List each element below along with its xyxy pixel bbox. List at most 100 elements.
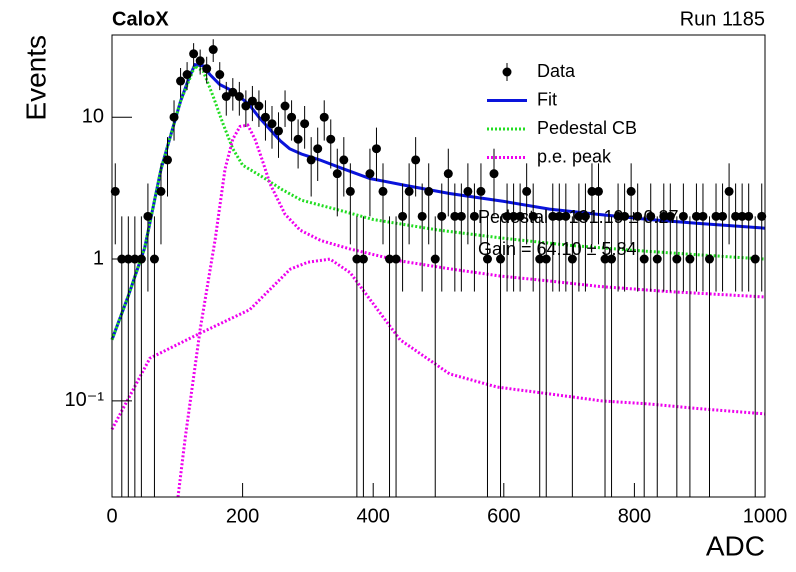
x-tick-label: 0 xyxy=(106,505,117,527)
data-point xyxy=(496,254,506,264)
x-tick-label: 1000 xyxy=(743,505,788,527)
data-point xyxy=(718,211,728,221)
data-point xyxy=(528,211,538,221)
x-tick-label: 400 xyxy=(357,505,390,527)
data-point xyxy=(260,112,270,122)
data-point xyxy=(548,211,558,221)
experiment-label: CaloX xyxy=(112,8,169,30)
data-point xyxy=(280,101,290,111)
data-point xyxy=(685,254,695,264)
curve xyxy=(110,123,766,498)
data-point xyxy=(672,254,682,264)
data-point xyxy=(404,186,414,196)
data-point xyxy=(293,134,303,144)
data-point xyxy=(391,254,401,264)
data-point xyxy=(371,144,381,154)
data-point xyxy=(554,211,564,221)
y-tick-label: 1 xyxy=(93,247,104,269)
x-tick-label: 600 xyxy=(487,505,520,527)
data-point xyxy=(522,186,532,196)
data-point xyxy=(215,70,225,80)
data-point xyxy=(744,211,754,221)
data-point xyxy=(156,186,166,196)
curve xyxy=(110,63,766,341)
data-point xyxy=(633,211,643,221)
data-point xyxy=(731,211,741,221)
data-point xyxy=(711,211,721,221)
data-point xyxy=(489,169,499,179)
data-point xyxy=(509,211,519,221)
data-point xyxy=(698,211,708,221)
plot-area xyxy=(110,39,767,498)
x-tick-label: 800 xyxy=(618,505,651,527)
data-point xyxy=(515,211,525,221)
data-point xyxy=(626,186,636,196)
data-point xyxy=(189,49,199,59)
data-point xyxy=(365,169,375,179)
data-point xyxy=(443,169,453,179)
y-tick-label: 10⁻¹ xyxy=(65,389,105,411)
data-point xyxy=(541,254,551,264)
legend-label: Data xyxy=(537,61,576,81)
data-point xyxy=(704,254,714,264)
data-point xyxy=(469,211,479,221)
data-point xyxy=(319,112,329,122)
data-point xyxy=(345,186,355,196)
data-point xyxy=(182,70,192,80)
data-point xyxy=(254,101,264,111)
data-point xyxy=(724,186,734,196)
data-point xyxy=(424,186,434,196)
data-point xyxy=(208,45,218,55)
data-point xyxy=(221,92,231,102)
run-label: Run 1185 xyxy=(680,8,765,30)
data-point xyxy=(163,155,173,165)
data-point xyxy=(593,186,603,196)
data-point xyxy=(398,211,408,221)
data-point xyxy=(378,186,388,196)
data-point xyxy=(678,211,688,221)
data-point xyxy=(149,254,159,264)
data-point xyxy=(202,64,212,74)
data-point xyxy=(437,211,447,221)
data-point xyxy=(169,112,179,122)
data-point xyxy=(574,211,584,221)
data-point xyxy=(750,254,760,264)
data-point xyxy=(143,211,153,221)
data-point xyxy=(463,186,473,196)
frame xyxy=(111,34,766,498)
data-point xyxy=(313,144,323,154)
data-point xyxy=(587,186,597,196)
annotation: Pedestal = 131.19 ± 0.27 xyxy=(478,207,679,227)
legend-marker xyxy=(502,67,512,77)
data-point xyxy=(352,254,362,264)
data-point xyxy=(737,211,747,221)
x-axis-label: ADC xyxy=(706,530,765,561)
data-point xyxy=(306,155,316,165)
data-point xyxy=(646,211,656,221)
data-point xyxy=(339,155,349,165)
legend-label: p.e. peak xyxy=(537,146,612,166)
curve xyxy=(110,62,766,341)
data-point xyxy=(267,119,277,129)
data-point xyxy=(456,211,466,221)
data-point xyxy=(234,92,244,102)
data-point xyxy=(450,211,460,221)
data-point xyxy=(195,56,205,66)
data-point xyxy=(607,254,617,264)
y-axis-label: Events xyxy=(20,35,51,121)
data-point xyxy=(652,254,662,264)
data-point xyxy=(417,211,427,221)
data-point xyxy=(332,169,342,179)
data-point xyxy=(247,96,257,106)
data-point xyxy=(130,254,140,264)
legend-label: Fit xyxy=(537,89,557,109)
data-point xyxy=(476,186,486,196)
data-point xyxy=(228,87,238,97)
data-point xyxy=(385,254,395,264)
y-tick-label: 10 xyxy=(82,106,104,128)
data-point xyxy=(580,211,590,221)
data-point xyxy=(613,211,623,221)
data-point xyxy=(411,155,421,165)
data-point xyxy=(620,211,630,221)
data-point xyxy=(482,254,492,264)
